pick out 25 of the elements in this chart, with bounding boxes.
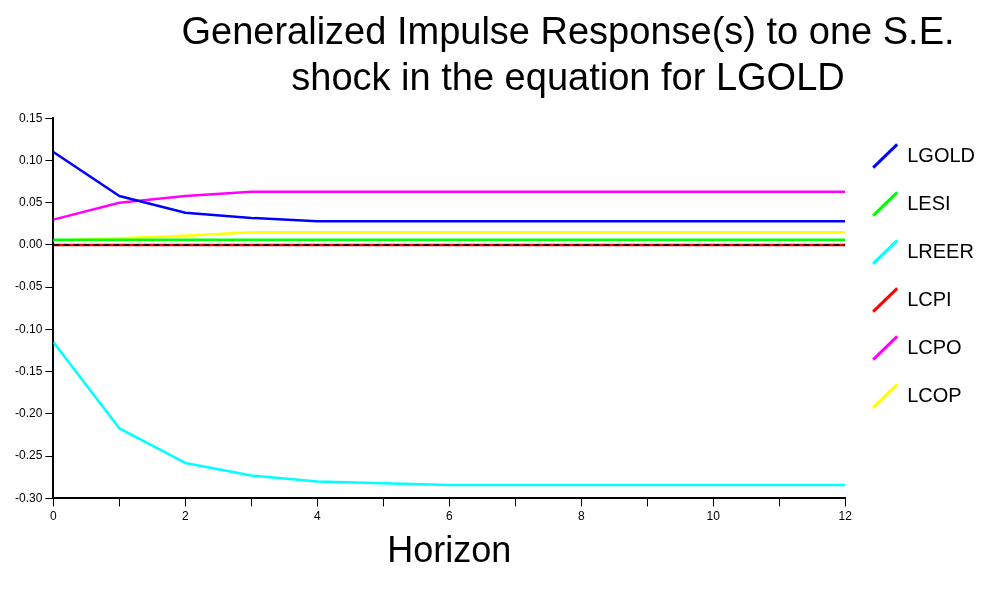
x-tick-label: 8 [577, 508, 585, 523]
legend-label: LESI [907, 191, 951, 214]
x-tick-label: 2 [181, 508, 189, 523]
x-axis-title: Horizon [387, 529, 512, 571]
y-tick-label: -0.10 [14, 321, 43, 336]
y-tick-label: -0.05 [14, 279, 43, 294]
legend-label: LREER [907, 239, 974, 262]
x-tick-label: 0 [50, 508, 58, 523]
x-tick-label: 12 [838, 508, 853, 523]
legend-label: LCPO [907, 335, 962, 358]
x-tick-label: 10 [706, 508, 721, 523]
y-tick-label: -0.25 [14, 448, 43, 463]
y-tick-label: 0.00 [18, 237, 43, 252]
x-tick-label: 6 [445, 508, 453, 523]
y-tick-label: -0.15 [14, 363, 43, 378]
legend-label: LGOLD [907, 143, 976, 166]
legend-label: LCOP [907, 383, 962, 406]
y-tick-label: 0.05 [18, 195, 43, 209]
chart-title: Generalized Impulse Response(s) to one S.E. shock in the equation for LGOLD [180, 9, 956, 100]
x-tick-label: 4 [313, 508, 321, 523]
y-tick-label: -0.20 [14, 406, 43, 421]
y-tick-label: 0.15 [18, 110, 43, 125]
y-tick-label: -0.30 [14, 490, 43, 505]
y-tick-label: 0.10 [18, 152, 43, 167]
legend-label: LCPI [907, 287, 952, 310]
